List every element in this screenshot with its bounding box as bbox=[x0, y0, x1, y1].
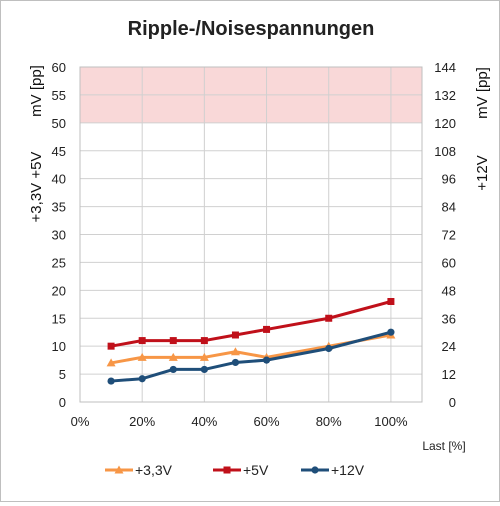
left-axis-ticks: 0 5 10 15 20 25 30 35 40 45 50 55 60 bbox=[52, 60, 66, 410]
right-axis-unit-label: mV [pp] bbox=[474, 67, 491, 119]
data-point-triangle bbox=[168, 352, 178, 361]
data-point-triangle bbox=[137, 352, 147, 361]
data-point-square bbox=[223, 466, 231, 474]
data-point-circle bbox=[262, 356, 271, 364]
legend-label: +5V bbox=[243, 462, 269, 478]
right-tick-label: 96 bbox=[442, 172, 456, 187]
data-point-triangle bbox=[199, 352, 209, 361]
right-tick-label: 60 bbox=[442, 255, 456, 270]
left-tick-label: 50 bbox=[52, 116, 66, 131]
left-tick-label: 40 bbox=[52, 172, 66, 187]
data-point-triangle bbox=[106, 358, 116, 367]
right-axis-ticks: 0 12 24 36 48 60 72 84 96 108 120 132 144 bbox=[434, 60, 456, 410]
x-tick-label: 100% bbox=[374, 414, 408, 429]
data-point-square bbox=[263, 325, 271, 333]
x-tick-label: 80% bbox=[316, 414, 342, 429]
data-point-square bbox=[325, 314, 333, 322]
series-line bbox=[110, 300, 392, 348]
x-tick-label: 20% bbox=[129, 414, 155, 429]
right-tick-label: 72 bbox=[442, 228, 456, 243]
right-tick-label: 144 bbox=[434, 60, 456, 75]
series-line bbox=[110, 330, 392, 383]
data-point-circle bbox=[107, 377, 115, 385]
series-12v bbox=[107, 328, 395, 385]
legend-label: +3,3V bbox=[135, 462, 173, 478]
legend-item: +12V bbox=[301, 462, 365, 478]
data-point-circle bbox=[169, 365, 177, 374]
x-tick-label: 40% bbox=[191, 414, 217, 429]
left-tick-label: 30 bbox=[52, 228, 66, 243]
chart-title: Ripple-/Noisespannungen bbox=[128, 18, 375, 40]
data-point-circle bbox=[387, 328, 395, 336]
data-point-square bbox=[138, 337, 146, 345]
data-point-circle bbox=[138, 375, 146, 383]
right-tick-label: 84 bbox=[442, 200, 456, 215]
right-tick-label: 48 bbox=[442, 283, 456, 298]
data-point-square bbox=[169, 337, 177, 345]
legend-item: +3,3V bbox=[105, 462, 173, 478]
data-point-circle bbox=[311, 466, 319, 474]
data-point-triangle bbox=[114, 465, 124, 474]
series-layer bbox=[106, 298, 396, 385]
left-tick-label: 15 bbox=[52, 311, 66, 326]
right-tick-label: 108 bbox=[434, 144, 456, 159]
right-tick-label: 12 bbox=[442, 367, 456, 382]
data-point-square bbox=[200, 337, 208, 345]
legend-label: +12V bbox=[331, 462, 365, 478]
data-point-circle bbox=[200, 365, 208, 374]
legend-item: +5V bbox=[213, 462, 269, 478]
plot-area-border bbox=[79, 66, 423, 403]
legend: +3,3V +5V +12V bbox=[105, 462, 365, 478]
left-tick-label: 20 bbox=[52, 283, 66, 298]
data-point-square bbox=[231, 331, 239, 339]
series-5v bbox=[107, 298, 395, 350]
right-tick-label: 0 bbox=[449, 395, 456, 410]
right-tick-label: 132 bbox=[434, 88, 456, 103]
data-point-circle bbox=[325, 344, 333, 353]
x-axis-label: Last [%] bbox=[422, 439, 465, 453]
left-tick-label: 5 bbox=[59, 367, 66, 382]
left-tick-label: 35 bbox=[52, 200, 66, 215]
grid-layer bbox=[79, 66, 423, 403]
right-tick-label: 36 bbox=[442, 311, 456, 326]
data-point-square bbox=[387, 298, 395, 305]
left-tick-label: 55 bbox=[52, 88, 66, 103]
left-tick-label: 25 bbox=[52, 255, 66, 270]
right-axis-rail-label: +12V bbox=[474, 155, 491, 190]
left-axis-rails-label: +3,3V +5V bbox=[28, 152, 45, 223]
series-line bbox=[110, 333, 392, 365]
left-axis-unit-label: mV [pp] bbox=[28, 65, 45, 117]
x-tick-label: 0% bbox=[71, 414, 90, 429]
left-tick-label: 60 bbox=[52, 60, 66, 75]
data-point-square bbox=[107, 342, 115, 350]
data-point-triangle bbox=[230, 347, 240, 356]
right-tick-label: 24 bbox=[442, 339, 456, 354]
x-tick-label: 60% bbox=[254, 414, 280, 429]
data-point-circle bbox=[231, 358, 240, 367]
right-tick-label: 120 bbox=[434, 116, 456, 131]
x-axis-ticks: 0% 20% 40% 60% 80% 100% bbox=[71, 414, 408, 429]
left-tick-label: 0 bbox=[59, 395, 66, 410]
left-tick-label: 45 bbox=[52, 144, 66, 159]
left-tick-label: 10 bbox=[52, 339, 66, 354]
